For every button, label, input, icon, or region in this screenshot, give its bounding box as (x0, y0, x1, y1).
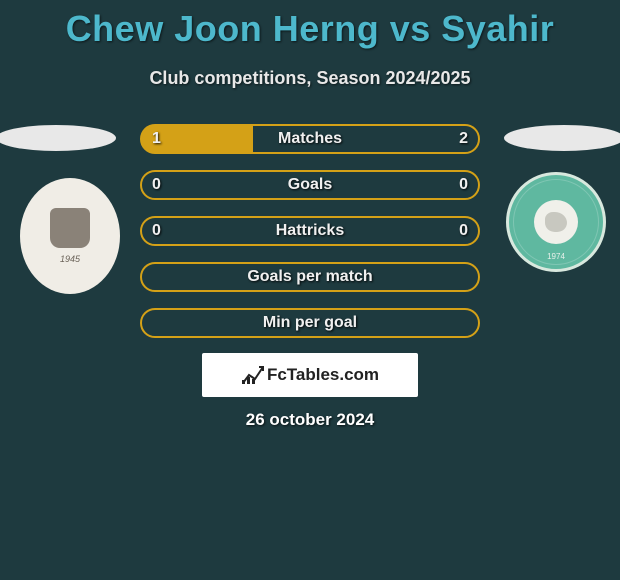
watermark: FcTables.com (202, 353, 418, 397)
player-right-ellipse (504, 125, 620, 151)
stat-label: Matches (278, 130, 342, 148)
stat-value-left: 0 (152, 222, 161, 240)
badge-right-year: 1974 (547, 252, 565, 261)
stat-row: Min per goal (140, 308, 480, 338)
stat-value-right: 0 (459, 176, 468, 194)
club-badge-right: 1974 (506, 172, 606, 272)
page-title: Chew Joon Herng vs Syahir (0, 0, 620, 50)
bird-icon (534, 200, 578, 244)
club-badge-left: 1945 (20, 178, 120, 294)
stat-value-left: 0 (152, 176, 161, 194)
stat-row: 0 Goals 0 (140, 170, 480, 200)
stat-label: Min per goal (263, 314, 357, 332)
stat-row: 0 Hattricks 0 (140, 216, 480, 246)
stat-label: Goals (288, 176, 332, 194)
stat-row: Goals per match (140, 262, 480, 292)
stat-value-right: 0 (459, 222, 468, 240)
stat-label: Goals per match (247, 268, 372, 286)
stat-row: 1 Matches 2 (140, 124, 480, 154)
stat-value-right: 2 (459, 130, 468, 148)
stat-value-left: 1 (152, 130, 161, 148)
watermark-text: FcTables.com (267, 365, 379, 385)
badge-left-year: 1945 (60, 254, 80, 264)
player-left-ellipse (0, 125, 116, 151)
stag-icon (50, 208, 90, 248)
stats-table: 1 Matches 2 0 Goals 0 0 Hattricks 0 Goals per mat… (140, 124, 480, 354)
date-label: 26 october 2024 (0, 410, 620, 430)
subtitle: Club competitions, Season 2024/2025 (0, 50, 620, 89)
stat-label: Hattricks (276, 222, 344, 240)
watermark-icon (241, 365, 265, 385)
